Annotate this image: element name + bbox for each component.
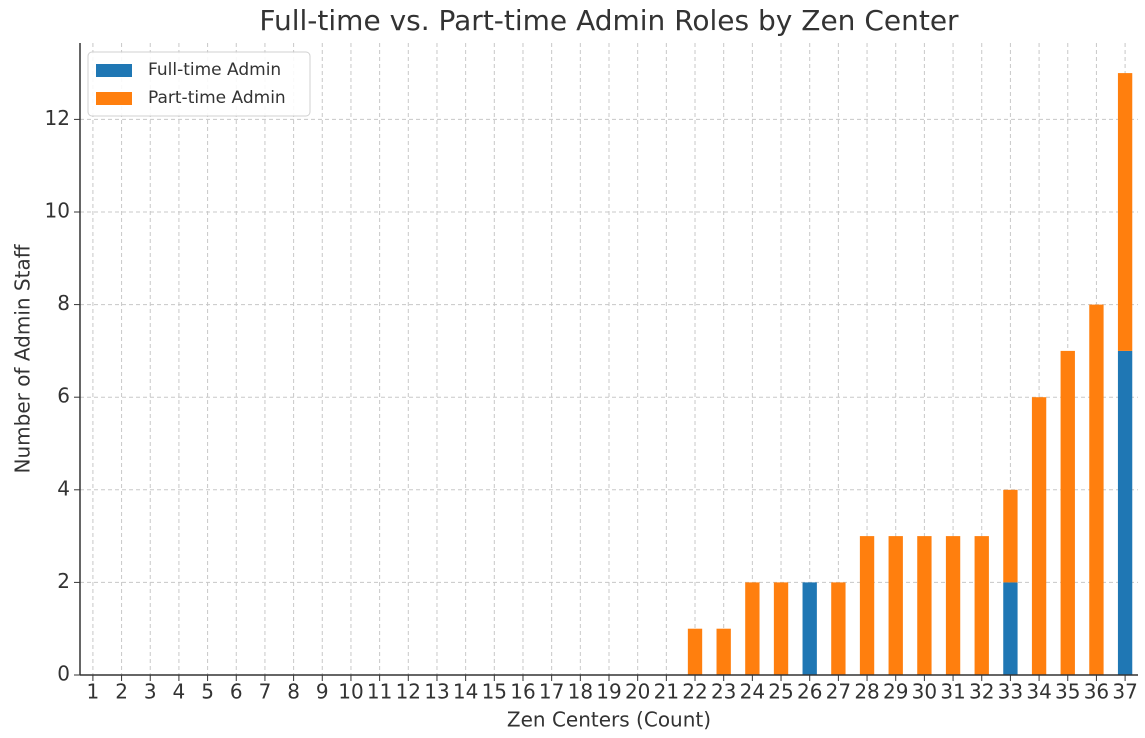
x-tick-label: 9 bbox=[316, 680, 329, 704]
bar-segment bbox=[859, 536, 875, 675]
bar-segment bbox=[1003, 582, 1018, 675]
y-axis-label: Number of Admin Staff bbox=[11, 243, 35, 473]
bar-segment bbox=[1117, 73, 1133, 351]
x-tick-label: 15 bbox=[482, 680, 507, 704]
x-tick-label: 7 bbox=[259, 680, 272, 704]
x-tick-label: 22 bbox=[682, 680, 707, 704]
x-tick-label: 11 bbox=[367, 680, 392, 704]
bar-segment bbox=[888, 536, 903, 675]
bar-segment bbox=[1060, 350, 1075, 675]
x-axis-label: Zen Centers (Count) bbox=[507, 708, 711, 732]
y-tick-label: 0 bbox=[57, 662, 70, 686]
bar-segment bbox=[831, 582, 846, 675]
x-tick-label: 37 bbox=[1112, 680, 1137, 704]
x-tick-label: 25 bbox=[768, 680, 793, 704]
y-tick-label: 12 bbox=[45, 106, 70, 130]
x-tick-label: 26 bbox=[797, 680, 822, 704]
bar-segment bbox=[974, 536, 989, 675]
y-tick-label: 6 bbox=[57, 384, 70, 408]
x-tick-label: 20 bbox=[625, 680, 650, 704]
bar-segment bbox=[773, 582, 789, 675]
x-tick-label: 21 bbox=[654, 680, 679, 704]
bar-segment bbox=[945, 536, 961, 675]
x-tick-label: 19 bbox=[596, 680, 621, 704]
x-tick-label: 13 bbox=[424, 680, 449, 704]
x-tick-label: 32 bbox=[969, 680, 994, 704]
legend-swatch bbox=[96, 92, 132, 105]
x-tick-label: 30 bbox=[912, 680, 937, 704]
bar-segment bbox=[687, 628, 703, 675]
x-tick-label: 35 bbox=[1055, 680, 1080, 704]
x-tick-label: 1 bbox=[87, 680, 100, 704]
legend: Full-time Admin Part-time Admin bbox=[87, 51, 311, 117]
legend-label: Part-time Admin bbox=[148, 88, 286, 108]
x-tick-label: 34 bbox=[1026, 680, 1051, 704]
y-tick-label: 8 bbox=[57, 291, 70, 315]
x-tick-label: 27 bbox=[826, 680, 851, 704]
x-tick-label: 6 bbox=[230, 680, 243, 704]
legend-label: Full-time Admin bbox=[148, 60, 281, 80]
x-tick-label: 3 bbox=[144, 680, 157, 704]
x-tick-label: 36 bbox=[1084, 680, 1109, 704]
x-tick-label: 16 bbox=[510, 680, 535, 704]
bar-segment bbox=[716, 628, 731, 675]
x-tick-label: 28 bbox=[854, 680, 879, 704]
x-tick-label: 10 bbox=[338, 680, 363, 704]
x-tick-label: 5 bbox=[201, 680, 214, 704]
x-tick-label: 29 bbox=[883, 680, 908, 704]
bar-segment bbox=[745, 582, 760, 675]
bar-segment bbox=[802, 582, 817, 675]
x-tick-label: 24 bbox=[740, 680, 765, 704]
bar-segment bbox=[917, 536, 932, 675]
x-tick-label: 4 bbox=[173, 680, 186, 704]
bar-segment bbox=[1089, 304, 1104, 675]
y-tick-label: 10 bbox=[45, 198, 70, 222]
x-tick-label: 2 bbox=[115, 680, 128, 704]
x-tick-label: 8 bbox=[287, 680, 300, 704]
y-tick-label: 2 bbox=[57, 569, 70, 593]
legend-swatch bbox=[96, 64, 132, 77]
x-tick-label: 31 bbox=[940, 680, 965, 704]
y-tick-label: 4 bbox=[57, 476, 70, 500]
x-tick-label: 14 bbox=[453, 680, 478, 704]
bar-segment bbox=[1003, 489, 1018, 583]
x-tick-label: 18 bbox=[568, 680, 593, 704]
x-tick-label: 23 bbox=[711, 680, 736, 704]
bar-segment bbox=[1031, 397, 1047, 675]
bar-segment bbox=[1117, 350, 1133, 675]
x-tick-label: 17 bbox=[539, 680, 564, 704]
legend-box bbox=[87, 51, 311, 117]
x-tick-label: 12 bbox=[396, 680, 421, 704]
x-tick-label: 33 bbox=[998, 680, 1023, 704]
chart-title: Full-time vs. Part-time Admin Roles by Z… bbox=[259, 4, 959, 37]
